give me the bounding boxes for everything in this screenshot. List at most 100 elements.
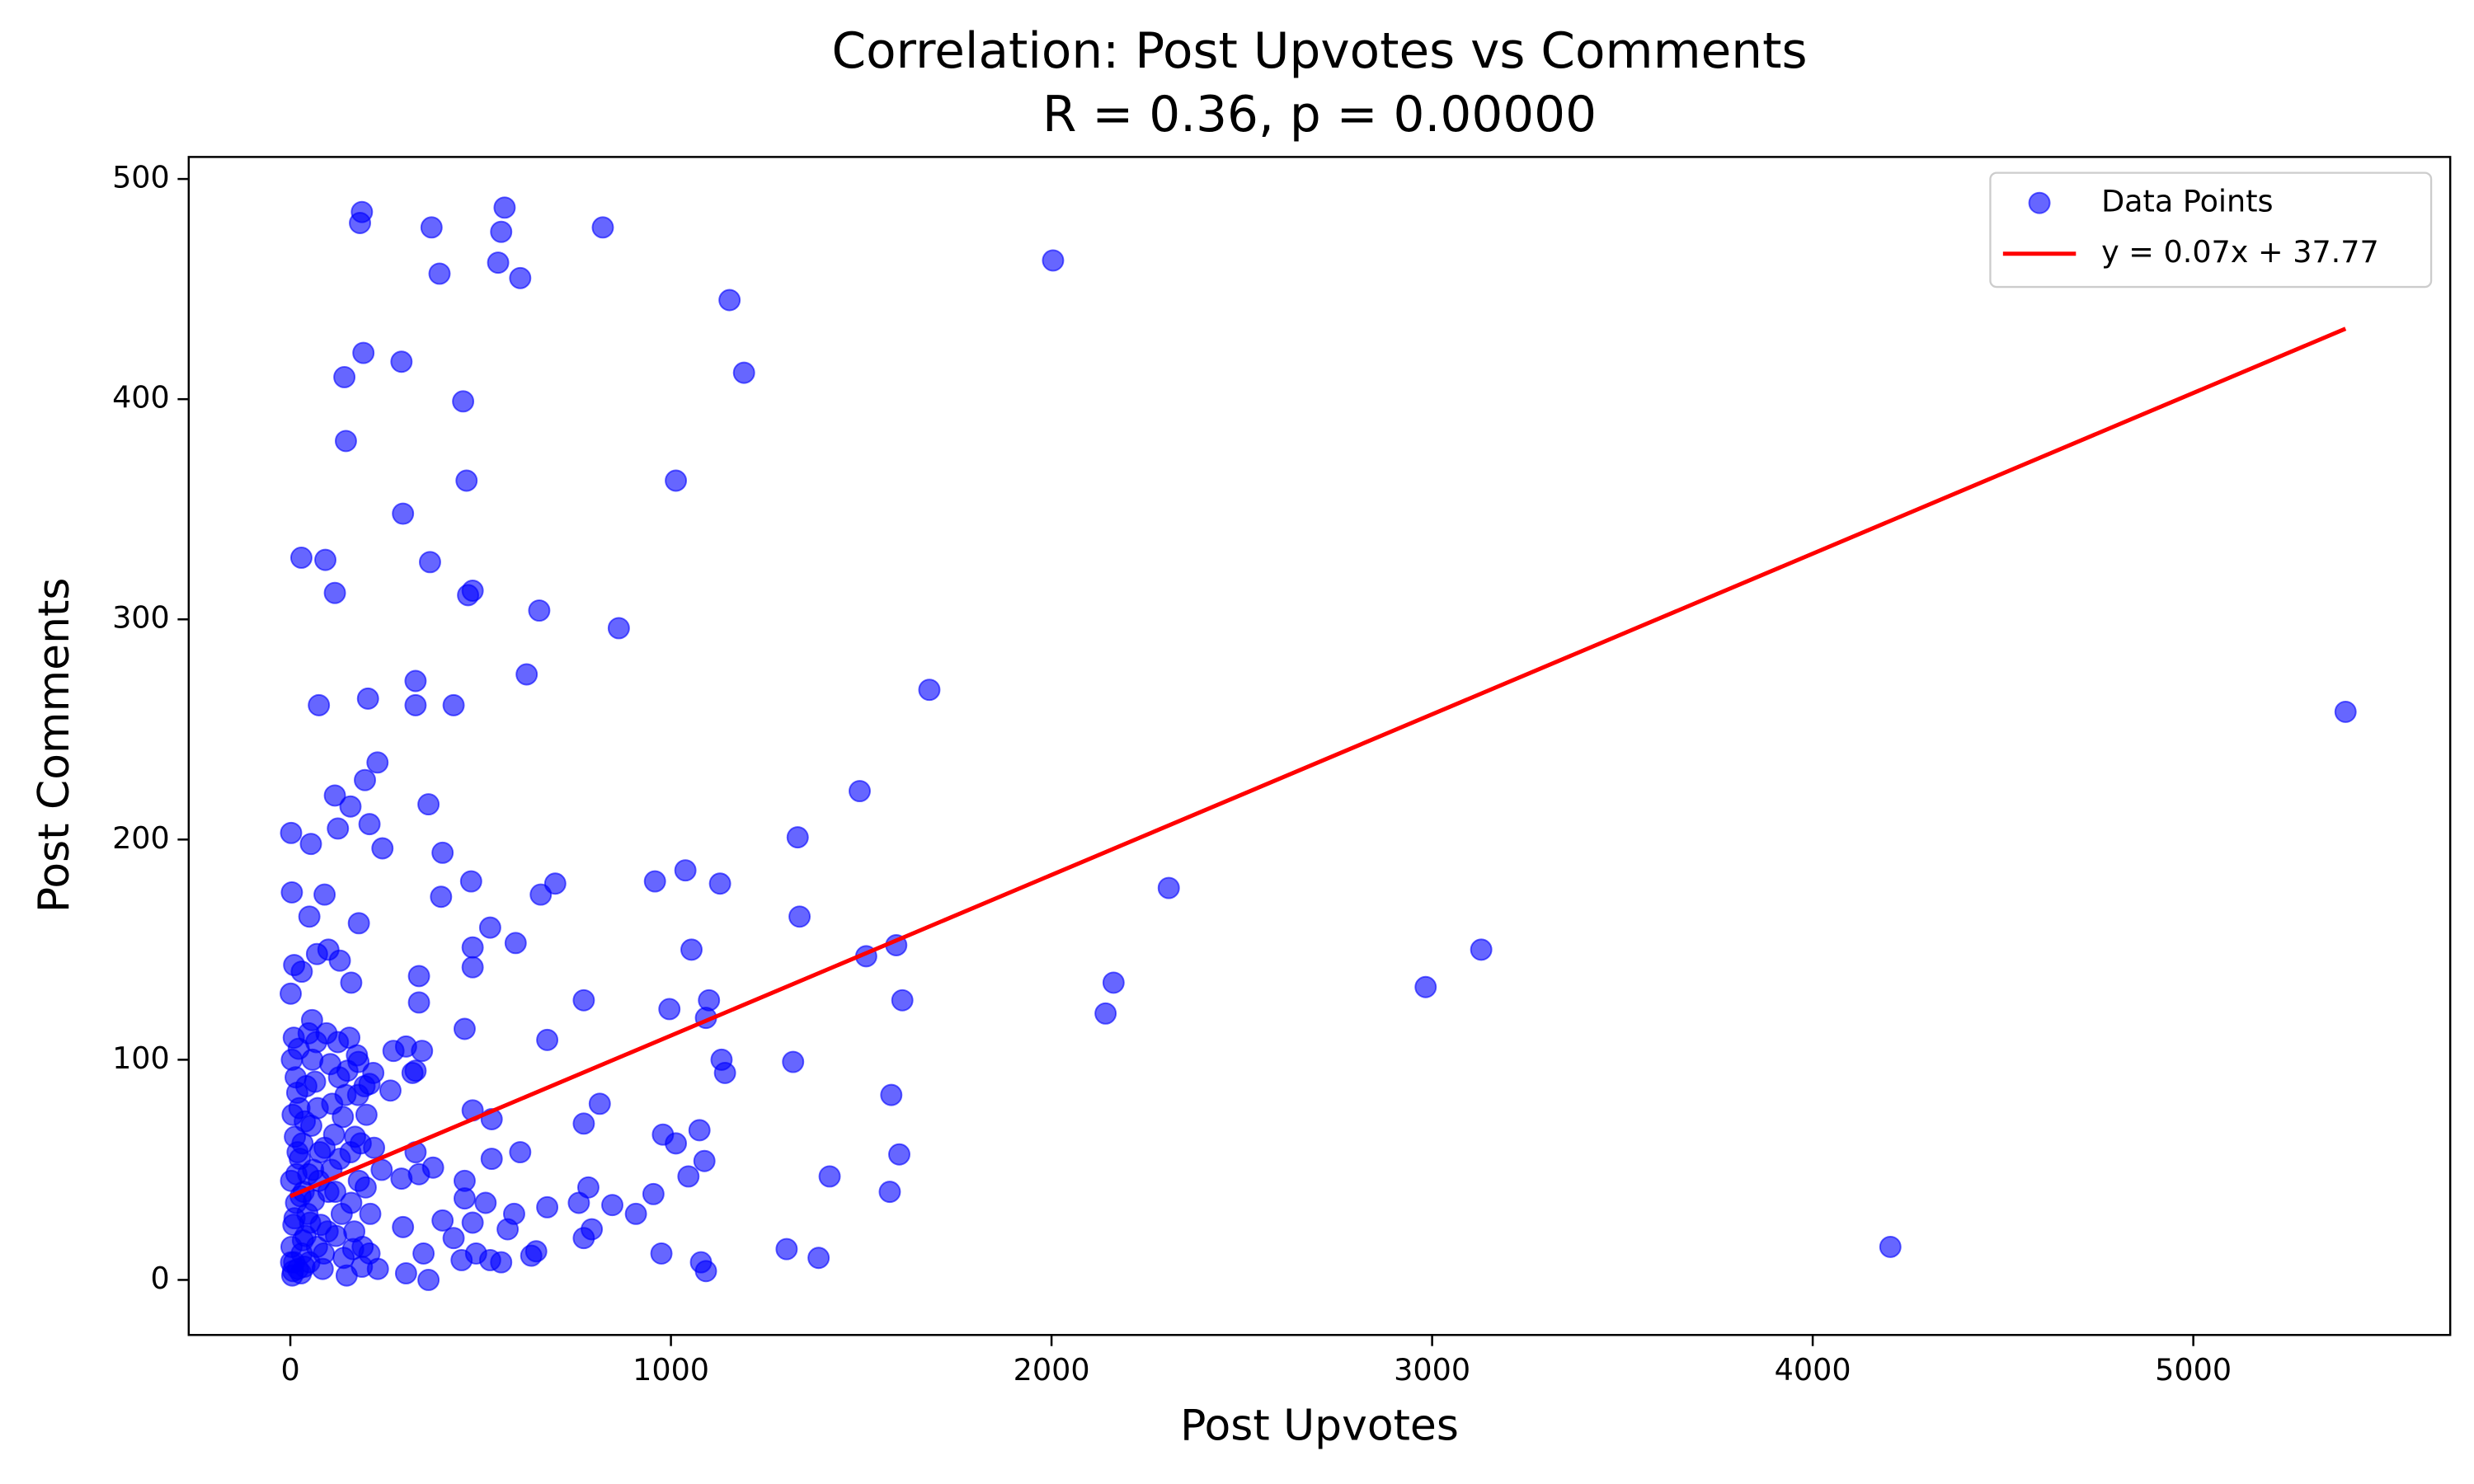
data-point <box>493 196 516 219</box>
data-point <box>324 1181 346 1204</box>
data-point <box>293 1255 316 1278</box>
x-tick-label: 2000 <box>1014 1352 1090 1388</box>
data-point <box>349 212 371 234</box>
legend-label: Data Points <box>2101 184 2274 219</box>
data-point <box>1879 1235 1902 1258</box>
data-point <box>643 870 666 893</box>
data-point <box>346 1083 369 1106</box>
data-point <box>316 1220 339 1243</box>
data-point <box>431 1209 454 1232</box>
data-point <box>334 430 357 453</box>
data-point <box>607 617 630 640</box>
data-point <box>688 1119 711 1142</box>
data-point <box>878 1181 901 1204</box>
data-point <box>300 1008 323 1031</box>
data-point <box>322 1123 346 1146</box>
data-point <box>504 932 527 955</box>
fit-line <box>289 326 2347 1199</box>
data-point <box>591 216 614 239</box>
data-point <box>529 883 553 906</box>
data-point <box>354 1176 377 1199</box>
data-point <box>453 1017 476 1040</box>
data-point <box>359 1202 382 1225</box>
data-point <box>430 885 453 909</box>
chart-title: Correlation: Post Upvotes vs Comments <box>831 23 1807 80</box>
data-point <box>1470 938 1493 961</box>
data-point <box>680 938 703 961</box>
data-point <box>412 1242 435 1265</box>
data-point <box>536 1195 559 1219</box>
data-point <box>306 1097 329 1120</box>
data-point <box>818 1165 841 1188</box>
data-point <box>417 1269 440 1291</box>
data-point <box>298 905 321 928</box>
data-point <box>572 1112 595 1135</box>
y-tick-label: 400 <box>112 380 170 416</box>
data-point <box>576 1176 600 1199</box>
data-point <box>474 1191 497 1214</box>
data-point <box>665 1132 688 1155</box>
data-point <box>299 833 322 856</box>
data-point <box>1094 1002 1117 1025</box>
data-point <box>280 821 303 844</box>
x-tick-label: 3000 <box>1394 1352 1470 1388</box>
data-point <box>294 1074 317 1097</box>
data-point <box>713 1061 736 1084</box>
data-point <box>601 1194 623 1217</box>
data-point <box>509 266 532 289</box>
x-tick-label: 1000 <box>633 1352 709 1388</box>
data-point <box>459 870 482 893</box>
data-point <box>786 826 809 849</box>
data-point <box>788 905 811 928</box>
legend-box <box>1989 171 2433 289</box>
data-point <box>588 1092 611 1115</box>
data-point <box>490 1251 513 1274</box>
data-point <box>411 1040 434 1063</box>
data-point <box>421 1156 444 1179</box>
data-point <box>453 1169 476 1192</box>
data-point <box>394 1261 417 1284</box>
x-tick-label: 0 <box>280 1352 299 1388</box>
data-point <box>299 1211 322 1234</box>
data-point <box>880 1083 903 1106</box>
data-point <box>455 469 478 492</box>
data-point <box>1414 975 1437 998</box>
data-point <box>290 960 313 984</box>
data-point <box>404 1059 427 1082</box>
data-point <box>515 663 539 686</box>
chart-subtitle: R = 0.36, p = 0.00000 <box>1042 87 1597 143</box>
data-point <box>1102 971 1125 994</box>
data-point <box>536 1028 559 1051</box>
y-tick-label: 500 <box>112 160 170 195</box>
data-point <box>339 795 362 818</box>
data-point <box>775 1237 798 1261</box>
data-point <box>328 949 351 972</box>
data-point <box>327 817 350 840</box>
y-axis-label: Post Comments <box>30 578 79 913</box>
data-point <box>407 991 430 1014</box>
data-point <box>478 916 501 939</box>
data-point <box>291 1132 314 1155</box>
data-point <box>418 551 441 574</box>
data-point <box>509 1141 532 1164</box>
data-point <box>362 1061 385 1084</box>
data-point <box>496 1218 520 1241</box>
data-point <box>354 768 376 791</box>
data-point <box>358 1242 381 1265</box>
data-point <box>461 956 484 979</box>
data-point <box>404 693 427 716</box>
data-point <box>918 679 941 702</box>
data-point <box>352 341 375 364</box>
data-point <box>524 1240 548 1263</box>
data-point <box>782 1050 805 1073</box>
data-point <box>314 548 336 571</box>
data-point <box>390 350 413 373</box>
data-point <box>420 216 443 239</box>
data-point <box>431 841 454 864</box>
data-point <box>332 1106 355 1129</box>
data-point <box>371 837 394 860</box>
data-point <box>490 220 513 243</box>
plot-frame <box>187 156 2452 1336</box>
data-point <box>355 1103 378 1126</box>
